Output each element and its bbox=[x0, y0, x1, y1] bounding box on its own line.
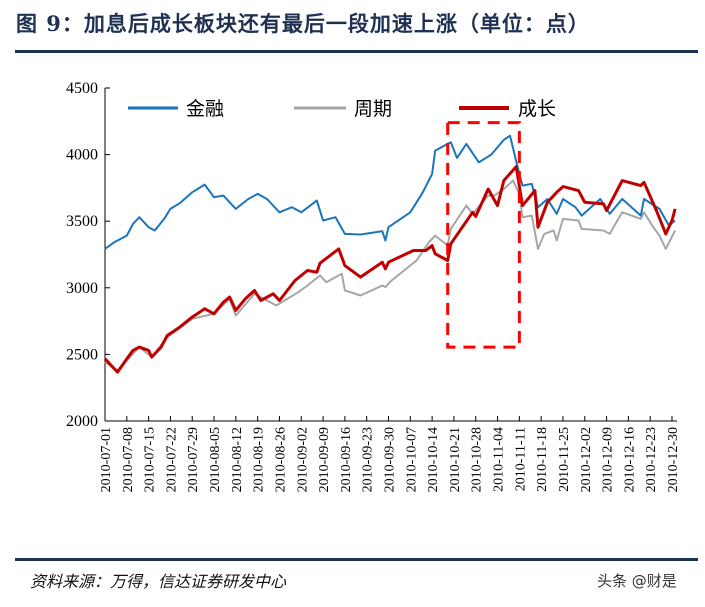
x-tick-label: 2010-07-08 bbox=[121, 427, 136, 492]
highlight-dashed-box bbox=[446, 121, 521, 349]
x-tick-label: 2010-10-14 bbox=[426, 427, 441, 492]
watermark: 头条 @财是 bbox=[597, 572, 677, 590]
legend-label: 成长 bbox=[518, 98, 556, 120]
y-tick-label: 3500 bbox=[66, 213, 98, 230]
x-tick-label: 2010-12-30 bbox=[666, 427, 681, 492]
x-tick-label: 2010-07-29 bbox=[186, 427, 201, 492]
x-tick-label: 2010-09-16 bbox=[339, 427, 354, 492]
y-tick-label: 2500 bbox=[66, 346, 98, 363]
x-tick-label: 2010-11-11 bbox=[513, 427, 528, 491]
x-tick-label: 2010-12-02 bbox=[579, 427, 594, 492]
legend-label: 金融 bbox=[186, 98, 224, 120]
annotation-layer bbox=[446, 121, 521, 349]
x-tick-label: 2010-08-05 bbox=[208, 427, 223, 492]
x-tick-label: 2010-10-28 bbox=[470, 427, 485, 492]
x-tick-label: 2010-12-16 bbox=[622, 427, 637, 492]
x-tick-label: 2010-10-21 bbox=[448, 427, 463, 492]
x-tick-label: 2010-07-15 bbox=[143, 427, 158, 492]
x-tick-label: 2010-08-19 bbox=[252, 427, 267, 492]
x-tick-label: 2010-09-23 bbox=[361, 427, 376, 492]
y-tick-label: 4500 bbox=[66, 80, 98, 97]
x-tick-label: 2010-07-22 bbox=[164, 427, 179, 492]
x-tick-label: 2010-08-26 bbox=[273, 427, 288, 492]
x-tick-label: 2010-07-01 bbox=[99, 427, 114, 492]
legend: 金融 周期 成长 bbox=[128, 98, 556, 120]
series-layer bbox=[103, 134, 677, 374]
x-tick-label: 2010-09-30 bbox=[383, 427, 398, 492]
x-tick-label: 2010-12-23 bbox=[644, 427, 659, 492]
x-tick-label: 2010-10-07 bbox=[404, 427, 419, 492]
x-tick-label: 2010-09-02 bbox=[295, 427, 310, 492]
y-tick-label: 2000 bbox=[66, 413, 98, 430]
y-tick-label: 3000 bbox=[66, 280, 98, 297]
figure-title: 图 9：加息后成长板块还有最后一段加速上涨（单位：点） bbox=[16, 11, 590, 36]
footer-rule bbox=[15, 558, 698, 561]
legend-label: 周期 bbox=[354, 98, 392, 120]
x-tick-label: 2010-11-04 bbox=[492, 427, 507, 492]
x-tick-label: 2010-09-09 bbox=[317, 427, 332, 492]
series-line-2 bbox=[103, 165, 677, 374]
title-rule bbox=[15, 50, 698, 53]
series-line-0 bbox=[104, 134, 676, 250]
y-tick-label: 4000 bbox=[66, 147, 98, 164]
x-tick-label: 2010-11-18 bbox=[535, 427, 550, 492]
x-tick-label: 2010-12-09 bbox=[601, 427, 616, 492]
x-tick-label: 2010-11-25 bbox=[557, 427, 572, 492]
axes: 2000 2500 3000 3500 4000 4500 2010-07-01 2010-0… bbox=[66, 80, 681, 492]
source-note: 资料来源：万得，信达证券研发中心 bbox=[30, 572, 287, 591]
x-tick-label: 2010-08-12 bbox=[230, 427, 245, 492]
